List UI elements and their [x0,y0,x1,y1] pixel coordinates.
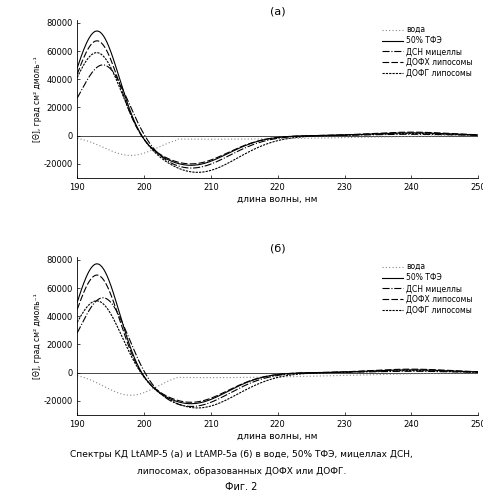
Text: (б): (б) [270,244,285,254]
X-axis label: длина волны, нм: длина волны, нм [238,432,318,440]
Text: липосомах, образованных ДОФХ или ДОФГ.: липосомах, образованных ДОФХ или ДОФГ. [137,468,346,476]
Legend: вода, 50% ТФЭ, ДСН мицеллы, ДОФХ липосомы, ДОФГ липосомы: вода, 50% ТФЭ, ДСН мицеллы, ДОФХ липосом… [381,24,474,80]
Text: Спектры КД LtАМР-5 (а) и LtАМР-5а (б) в воде, 50% ТФЭ, мицеллах ДСН,: Спектры КД LtАМР-5 (а) и LtАМР-5а (б) в … [70,450,413,459]
Text: (а): (а) [270,7,285,17]
Y-axis label: [Θ], град см² дмоль⁻¹: [Θ], град см² дмоль⁻¹ [33,56,42,142]
X-axis label: длина волны, нм: длина волны, нм [238,194,318,203]
Legend: вода, 50% ТФЭ, ДСН мицеллы, ДОФХ липосомы, ДОФГ липосомы: вода, 50% ТФЭ, ДСН мицеллы, ДОФХ липосом… [381,261,474,316]
Y-axis label: [Θ], град см² дмоль⁻¹: [Θ], град см² дмоль⁻¹ [33,293,42,379]
Text: Фиг. 2: Фиг. 2 [225,482,258,492]
